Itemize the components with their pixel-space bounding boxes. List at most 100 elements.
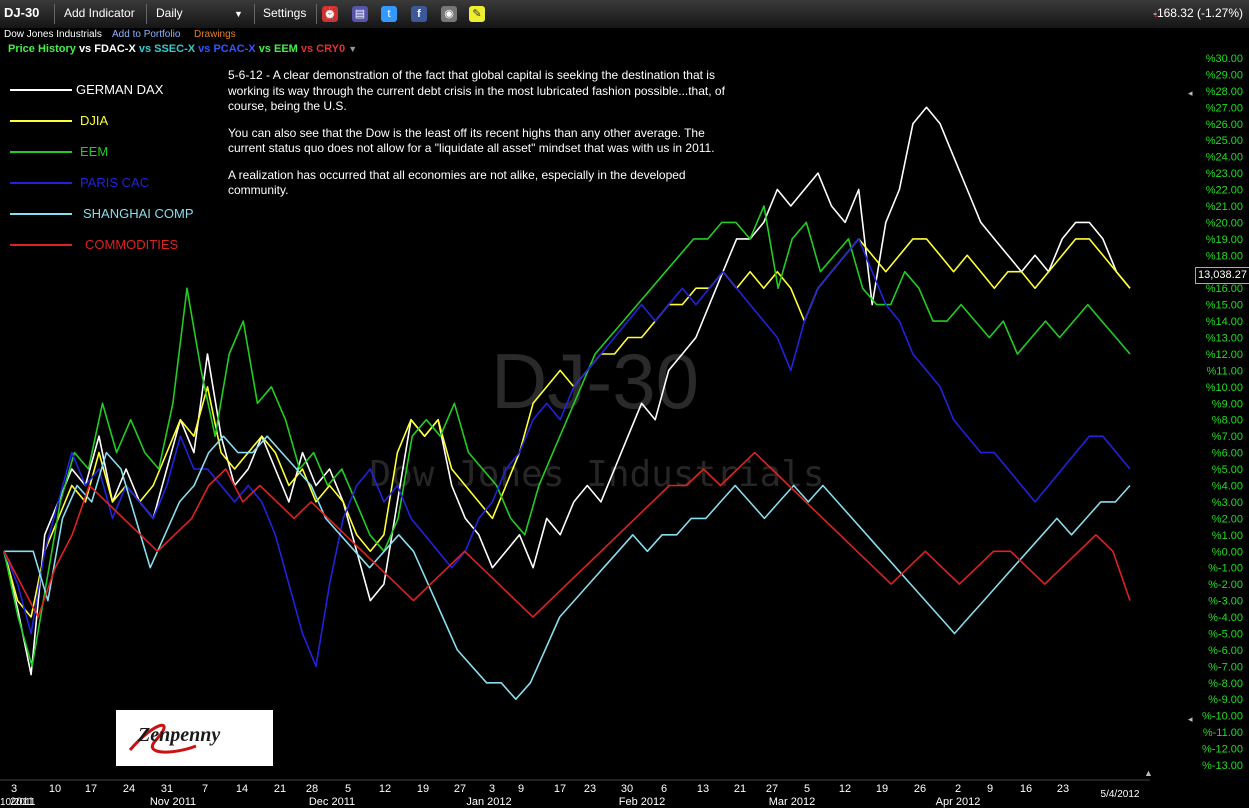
x-month-label: Dec 2011: [309, 796, 355, 808]
x-day-tick: 5: [345, 783, 351, 795]
legend-swatch: [10, 213, 72, 215]
compare-pcac[interactable]: vs PCAC-X: [198, 43, 256, 55]
down-arrow-icon: ↓: [1153, 6, 1159, 20]
y-tick-label: %30.00: [1206, 53, 1243, 65]
instrument-name: Dow Jones Industrials: [4, 29, 102, 40]
toolbar-divider: [54, 4, 55, 24]
y-tick-label: %11.00: [1207, 365, 1244, 377]
annotation-paragraph: 5-6-12 - A clear demonstration of the fa…: [228, 68, 725, 113]
series-line: [3, 205, 1131, 668]
y-tick-label: %2.00: [1212, 513, 1243, 525]
legend-label: EEM: [80, 144, 109, 159]
x-day-tick: 12: [379, 783, 391, 795]
y-tick-label: %12.00: [1206, 349, 1243, 361]
toolbar: DJ-30 Add Indicator Daily ▼ Settings ⏰ ▤…: [0, 0, 1249, 29]
x-month-label: Feb 2012: [619, 796, 665, 808]
axis-marker-icon: ◂: [1188, 714, 1193, 724]
document-icon[interactable]: ▤: [352, 6, 368, 22]
y-tick-label: %-6.00: [1208, 645, 1243, 657]
compare-fdac[interactable]: vs FDAC-X: [78, 43, 136, 55]
y-tick-label: %20.00: [1206, 217, 1243, 229]
facebook-icon[interactable]: f: [411, 6, 427, 22]
x-day-tick: 30: [621, 783, 633, 795]
legend-swatch: [10, 151, 72, 153]
y-tick-label: %13.00: [1206, 333, 1243, 345]
add-to-portfolio-link[interactable]: Add to Portfolio: [112, 29, 181, 40]
chevron-down-icon[interactable]: ▼: [234, 9, 243, 19]
y-tick-label: %-9.00: [1208, 694, 1243, 706]
legend-swatch: [10, 182, 72, 184]
x-day-tick: 26: [914, 783, 926, 795]
axis-marker-icon: ◂: [1188, 88, 1193, 98]
compare-ssec[interactable]: vs SSEC-X: [138, 43, 196, 55]
x-day-tick: 21: [274, 783, 286, 795]
legend-swatch: [10, 120, 72, 122]
legend-label: COMMODITIES: [85, 237, 179, 252]
alarm-icon[interactable]: ⏰: [322, 6, 338, 22]
y-tick-label: %7.00: [1212, 431, 1243, 443]
toolbar-divider: [254, 4, 255, 24]
toolbar-divider: [316, 4, 317, 24]
y-tick-label: %15.00: [1206, 300, 1243, 312]
x-month-label: Mar 2012: [769, 796, 815, 808]
series-line: [3, 238, 1131, 668]
y-tick-label: %16.00: [1206, 283, 1243, 295]
settings-button[interactable]: Settings: [263, 6, 307, 20]
series-line: [3, 451, 1131, 618]
y-tick-label: %-10.00: [1202, 711, 1243, 723]
last-price-marker: 13,038.27: [1195, 267, 1249, 284]
y-tick-label: %-8.00: [1208, 678, 1243, 690]
x-day-tick: 21: [734, 783, 746, 795]
compare-cry0[interactable]: vs CRY0: [300, 43, 346, 55]
camera-icon[interactable]: ◉: [441, 6, 457, 22]
price-history-label[interactable]: Price History: [8, 43, 76, 55]
interval-select[interactable]: Daily: [156, 6, 183, 20]
axis-marker-icon: ▲: [1144, 768, 1153, 778]
y-tick-label: %3.00: [1212, 497, 1243, 509]
legend-swatch: [10, 244, 72, 246]
legend-item: COMMODITIES: [10, 235, 230, 255]
x-day-tick: 9: [987, 783, 993, 795]
add-indicator-button[interactable]: Add Indicator: [64, 6, 135, 20]
compare-eem[interactable]: vs EEM: [258, 43, 298, 55]
y-tick-label: %27.00: [1206, 102, 1243, 114]
y-tick-label: %29.00: [1206, 69, 1243, 81]
y-tick-label: %28.00: [1206, 86, 1243, 98]
x-day-tick: 6: [661, 783, 667, 795]
x-day-tick: 17: [85, 783, 97, 795]
legend-item: DJIA: [10, 111, 230, 131]
logo-text: Zenpenny: [138, 724, 221, 746]
y-tick-label: %22.00: [1206, 185, 1243, 197]
y-tick-label: %6.00: [1212, 448, 1243, 460]
legend-label: SHANGHAI COMP: [83, 206, 194, 221]
x-day-tick: 19: [876, 783, 888, 795]
legend-item: GERMAN DAX: [10, 80, 230, 100]
y-tick-label: %1.00: [1212, 530, 1243, 542]
x-day-tick: 3: [11, 783, 17, 795]
series-line: [4, 435, 1131, 701]
x-day-tick: 7: [202, 783, 208, 795]
symbol-field[interactable]: DJ-30: [4, 5, 40, 20]
watermark-symbol: DJ-30: [491, 337, 699, 425]
annotation-paragraph: A realization has occurred that all econ…: [228, 167, 686, 198]
y-tick-label: %-3.00: [1208, 596, 1243, 608]
y-tick-label: %-4.00: [1208, 612, 1243, 624]
x-day-tick: 13: [697, 783, 709, 795]
twitter-icon[interactable]: t: [381, 6, 397, 22]
y-tick-label: %-5.00: [1208, 628, 1243, 640]
x-day-tick: 23: [1057, 783, 1069, 795]
legend-swatch: [10, 89, 72, 91]
y-tick-label: %25.00: [1206, 135, 1243, 147]
chevron-down-icon[interactable]: ▼: [348, 44, 358, 54]
y-tick-label: %-13.00: [1202, 760, 1243, 772]
x-start-overlap-label: 10/2011: [0, 797, 36, 808]
y-tick-label: %-12.00: [1202, 744, 1243, 756]
legend-label: DJIA: [80, 113, 109, 128]
sub-toolbar: Dow Jones Industrials Add to Portfolio D…: [0, 28, 1249, 42]
y-tick-label: %-2.00: [1208, 579, 1243, 591]
note-icon[interactable]: ✎: [469, 6, 485, 22]
drawings-link[interactable]: Drawings: [194, 29, 236, 40]
y-tick-label: %9.00: [1212, 398, 1243, 410]
x-end-date: 5/4/2012: [1101, 789, 1140, 800]
x-day-tick: 10: [49, 783, 61, 795]
